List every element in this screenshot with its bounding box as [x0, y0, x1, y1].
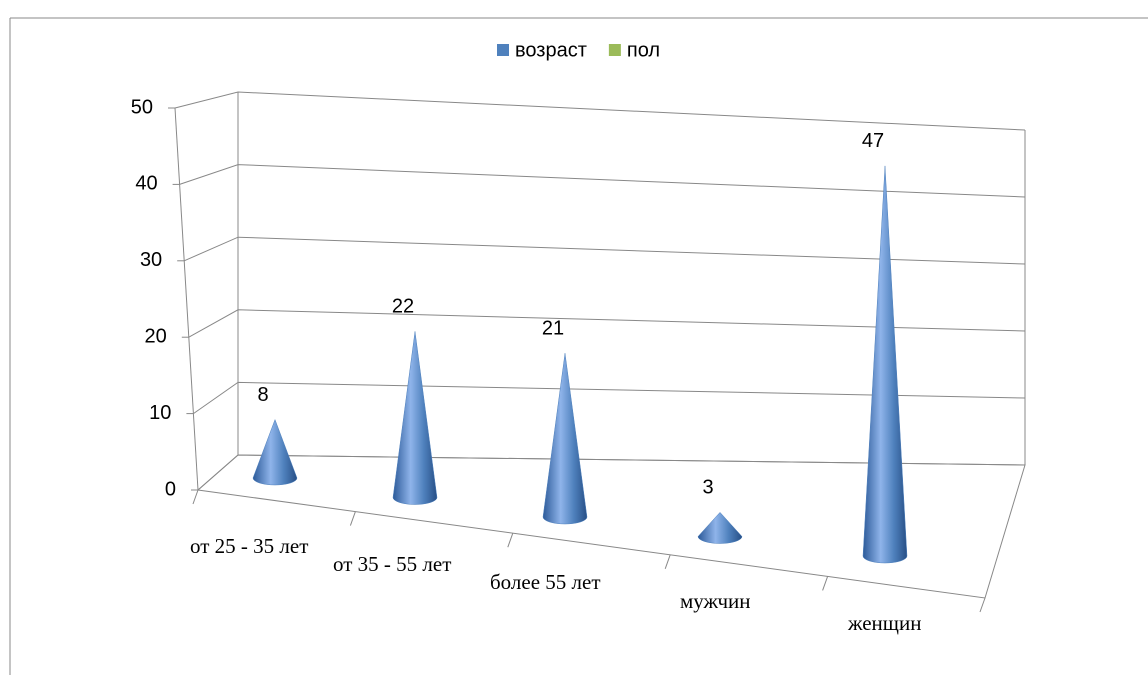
- x-tick: [664, 554, 671, 569]
- grid-line: [197, 454, 1026, 491]
- x-tick: [192, 489, 199, 505]
- x-tick: [507, 533, 514, 548]
- grid-line: [174, 91, 1026, 131]
- x-tick-label: от 25 - 35 лет: [190, 534, 308, 558]
- value-label: 21: [542, 317, 564, 339]
- legend-label: пол: [627, 39, 660, 61]
- legend-swatch: [608, 44, 621, 56]
- grid-line: [193, 381, 1026, 415]
- y-tick-label: 10: [149, 402, 171, 424]
- legend-swatch: [497, 44, 509, 56]
- cone: [862, 165, 908, 564]
- cone: [252, 418, 298, 486]
- value-label: 8: [257, 384, 268, 406]
- x-tick-label: женщин: [847, 611, 921, 635]
- x-tick: [822, 576, 829, 591]
- y-tick-label: 0: [165, 478, 176, 500]
- y-tick-label: 40: [135, 173, 157, 195]
- x-tick-label: от 35 - 55 лет: [333, 552, 451, 576]
- x-tick: [349, 511, 356, 526]
- grid-line: [183, 236, 1026, 265]
- y-axis: [174, 107, 199, 491]
- cone: [392, 331, 438, 505]
- value-label: 47: [862, 130, 884, 152]
- value-label: 3: [702, 477, 713, 499]
- y-tick-label: 20: [145, 325, 167, 347]
- x-tick-label: более 55 лет: [490, 570, 601, 594]
- grid-line: [188, 309, 1026, 338]
- y-tick-label: 30: [140, 249, 162, 271]
- cone: [542, 353, 588, 525]
- x-tick-label: мужчин: [680, 589, 751, 613]
- x-tick: [979, 597, 986, 613]
- y-tick-label: 50: [131, 96, 153, 118]
- grid-line: [179, 164, 1026, 198]
- cone: [697, 511, 743, 544]
- legend-label: возраст: [515, 39, 587, 61]
- value-label: 22: [392, 296, 414, 318]
